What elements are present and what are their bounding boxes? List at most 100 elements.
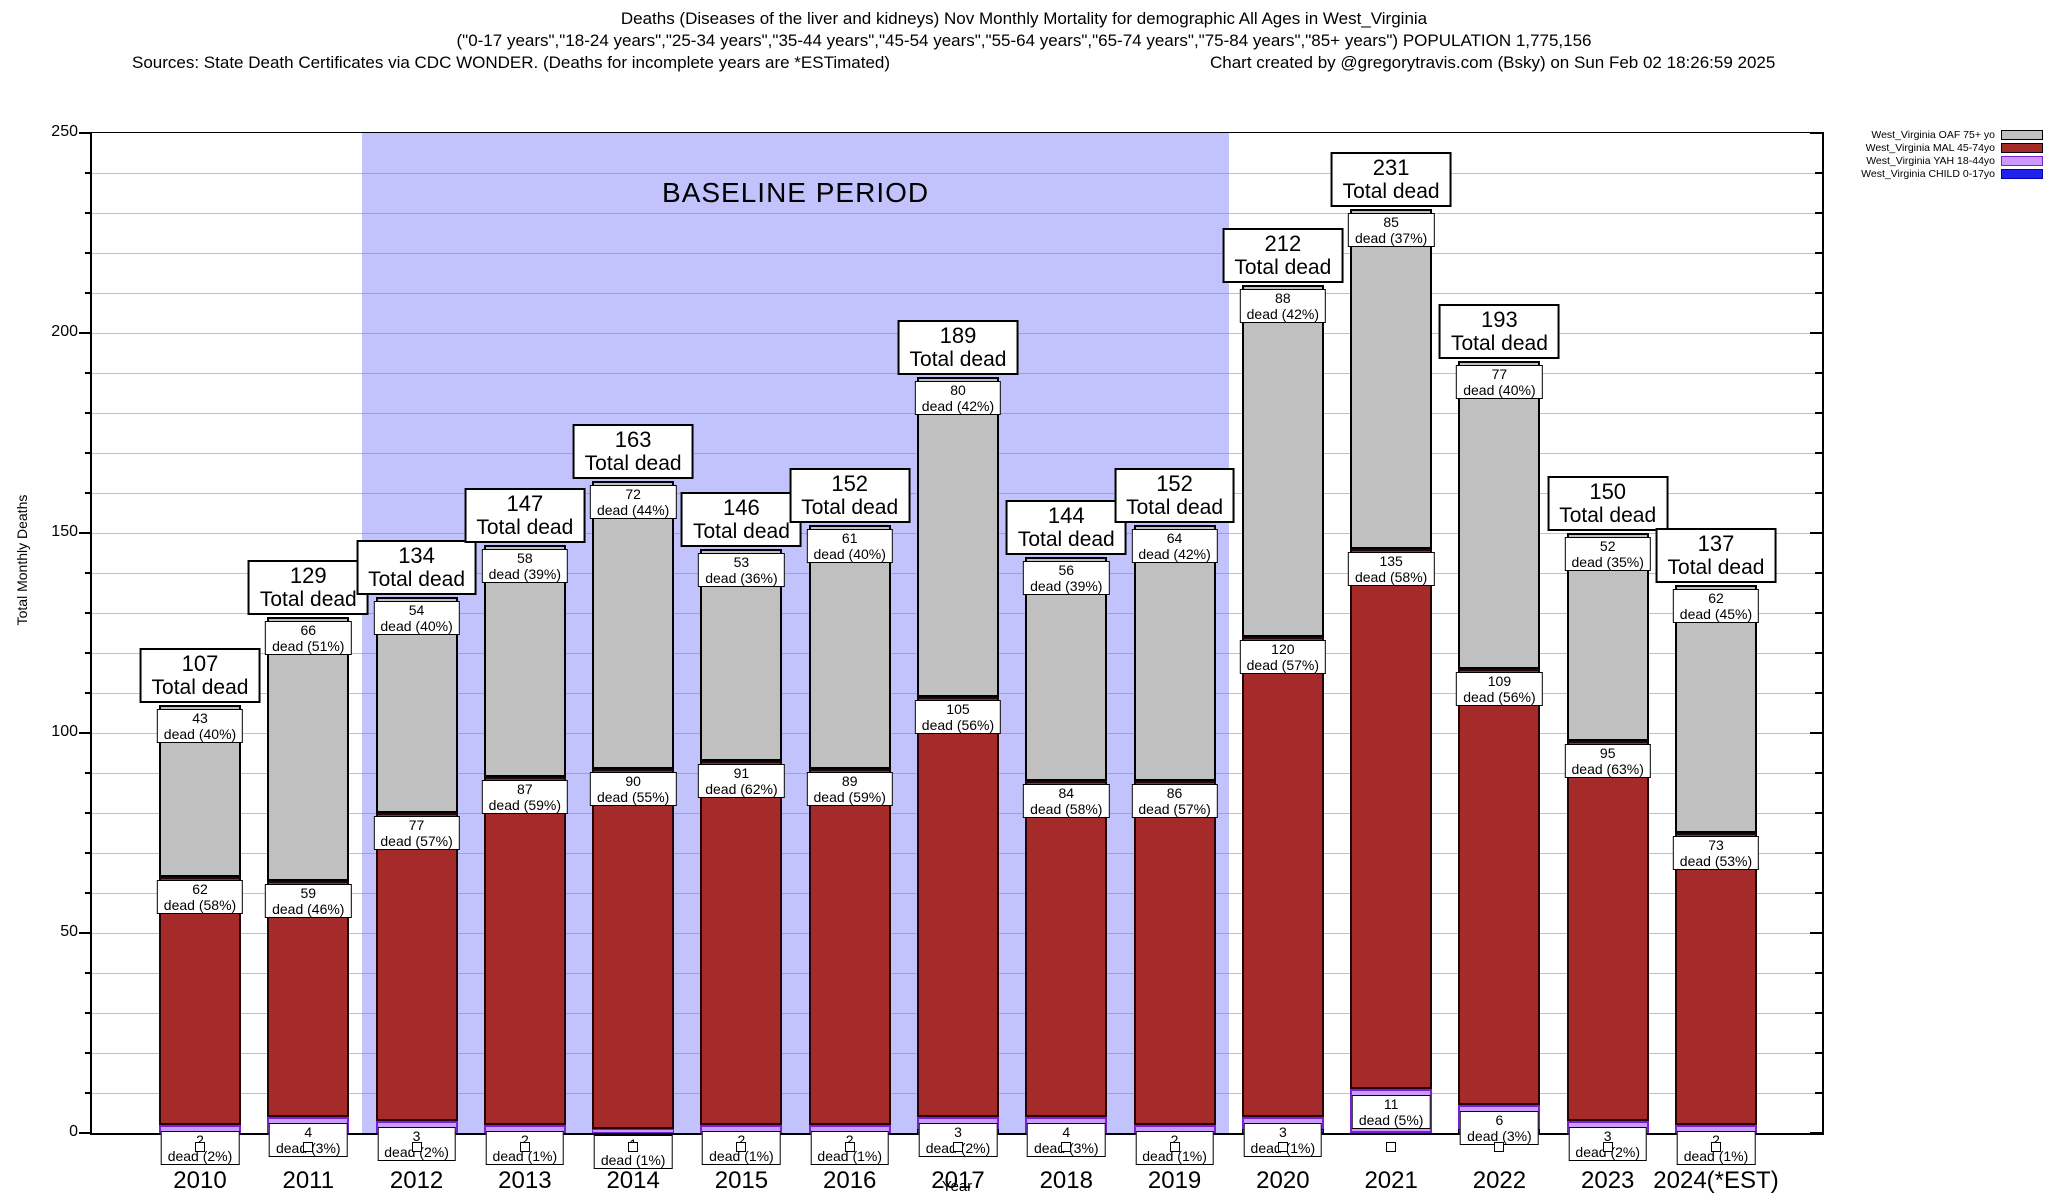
- legend-label-3: West_Virginia CHILD 0-17yo: [1861, 167, 1995, 180]
- marker-square-2023: [1602, 1142, 1613, 1152]
- legend-row-3: West_Virginia CHILD 0-17yo: [1861, 167, 2043, 180]
- total-caption-2013: Total dead: [476, 516, 574, 539]
- oaf-label-2010-pct: dead (40%): [163, 726, 237, 742]
- mal-label-2021-count: 135: [1379, 553, 1403, 569]
- y-tick-right: [1810, 532, 1822, 534]
- oaf-label-2024(*EST)-pct: dead (45%): [1679, 606, 1753, 622]
- total-label-2019: 152 Total dead: [1114, 468, 1236, 523]
- y-axis-line: [90, 132, 92, 1135]
- oaf-label-2019: 64 dead (42%): [1131, 529, 1218, 563]
- oaf-label-2012: 54 dead (40%): [373, 601, 460, 635]
- mal-label-2014: 90 dead (55%): [589, 772, 677, 806]
- legend-swatch-1: [2001, 142, 2043, 153]
- y-tick-right: [1810, 132, 1822, 134]
- oaf-label-2014-count: 72: [625, 486, 641, 502]
- oaf-label-2022-count: 77: [1491, 366, 1508, 382]
- oaf-label-2015-pct: dead (36%): [705, 570, 778, 586]
- oaf-label-2021-pct: dead (37%): [1354, 230, 1428, 246]
- oaf-label-2013-pct: dead (39%): [488, 566, 562, 582]
- mal-label-2016: 89 dead (59%): [806, 772, 893, 806]
- mal-label-2023-count: 95: [1599, 745, 1616, 761]
- baseline-label: BASELINE PERIOD: [662, 177, 930, 208]
- chart-source-note: Sources: State Death Certificates via CD…: [132, 53, 891, 72]
- total-caption-2020: Total dead: [1234, 256, 1332, 279]
- total-label-2018: 144 Total dead: [1005, 500, 1127, 555]
- y-tick-right: [1810, 1132, 1822, 1134]
- oaf-label-2010: 43 dead (40%): [156, 709, 244, 743]
- total-label-2017: 189 Total dead: [897, 320, 1019, 375]
- mal-segment-2023: [1566, 741, 1649, 1121]
- y-tick-right: [1815, 892, 1822, 894]
- oaf-label-2010-count: 43: [192, 710, 208, 726]
- oaf-label-2022: 77 dead (40%): [1456, 365, 1543, 399]
- y-tick-left: [85, 492, 90, 494]
- marker-square-2019: [1169, 1142, 1180, 1152]
- oaf-segment-2019: [1133, 525, 1216, 781]
- y-tick-left: [79, 332, 90, 334]
- y-tick-left: [85, 212, 90, 214]
- yah-label-2024(*EST)-count: 2: [1712, 1132, 1720, 1148]
- marker-square-2012: [411, 1142, 422, 1152]
- y-tick-left: [85, 1052, 90, 1054]
- y-tick-right: [1815, 372, 1822, 374]
- total-count-2018: 144: [1047, 503, 1085, 528]
- y-tick-right: [1815, 172, 1822, 174]
- total-caption-2022: Total dead: [1450, 332, 1548, 355]
- oaf-label-2021: 85 dead (37%): [1347, 213, 1435, 247]
- oaf-label-2016-count: 61: [841, 530, 858, 546]
- yah-label-2012-pct: dead (2%): [384, 1144, 449, 1160]
- oaf-label-2018-pct: dead (39%): [1030, 578, 1103, 594]
- total-count-2022: 193: [1481, 307, 1518, 332]
- x-tick-label-2014: 2014: [606, 1167, 660, 1194]
- x-tick-label-2023: 2023: [1581, 1167, 1635, 1194]
- mal-label-2020: 120 dead (57%): [1239, 640, 1327, 674]
- mal-label-2015-pct: dead (62%): [705, 781, 778, 797]
- mal-label-2024(*EST): 73 dead (53%): [1672, 836, 1760, 870]
- y-tick-label-0: 0: [69, 1123, 78, 1140]
- mal-label-2016-count: 89: [841, 773, 858, 789]
- mal-segment-2018: [1025, 781, 1108, 1117]
- yah-label-2012-count: 3: [412, 1128, 421, 1144]
- mal-label-2013-pct: dead (59%): [488, 797, 562, 813]
- mal-label-2010: 62 dead (58%): [156, 880, 244, 914]
- oaf-label-2022-pct: dead (40%): [1463, 382, 1536, 398]
- mal-label-2010-pct: dead (58%): [163, 897, 237, 913]
- mal-segment-2017: [916, 697, 999, 1117]
- y-tick-right: [1815, 972, 1822, 974]
- total-label-2013: 147 Total dead: [464, 488, 586, 543]
- legend-swatch-2: [2001, 155, 2043, 166]
- total-count-2016: 152: [831, 471, 869, 496]
- y-tick-left: [85, 292, 90, 294]
- x-tick-label-2018: 2018: [1039, 1167, 1093, 1194]
- oaf-label-2023-count: 52: [1599, 538, 1616, 554]
- yah-label-2016-count: 2: [845, 1132, 854, 1148]
- total-caption-2014: Total dead: [584, 452, 682, 475]
- oaf-segment-2017: [916, 377, 999, 697]
- yah-label-2021-pct: dead (5%): [1358, 1112, 1424, 1128]
- x-tick-label-2012: 2012: [389, 1167, 444, 1194]
- yah-label-2023-count: 3: [1603, 1128, 1612, 1144]
- yah-label-2023-pct: dead (2%): [1575, 1144, 1640, 1160]
- total-count-2014: 163: [614, 427, 652, 452]
- gridline: [92, 253, 1822, 254]
- legend-swatch-3: [2001, 168, 2043, 179]
- mal-label-2020-pct: dead (57%): [1246, 657, 1320, 673]
- marker-square-2016: [844, 1142, 855, 1152]
- y-tick-right: [1810, 932, 1822, 934]
- y-tick-right: [1815, 412, 1822, 414]
- legend-row-1: West_Virginia MAL 45-74yo: [1861, 141, 2043, 154]
- y-tick-label-50: 50: [60, 923, 78, 940]
- marker-square-2017: [952, 1142, 963, 1152]
- y-tick-label-150: 150: [51, 523, 78, 540]
- mal-segment-2021: [1350, 549, 1433, 1089]
- x-tick-label-2015: 2015: [714, 1167, 769, 1194]
- x-tick-label-2010: 2010: [173, 1167, 227, 1194]
- x-tick-label-2022: 2022: [1472, 1167, 1527, 1194]
- yah-label-2017-count: 3: [954, 1124, 962, 1140]
- yah-label-2022-count: 6: [1495, 1112, 1504, 1128]
- oaf-label-2017-pct: dead (42%): [921, 398, 995, 414]
- y-tick-right: [1815, 612, 1822, 614]
- yah-segment-2014: [592, 1129, 675, 1133]
- y-tick-right: [1815, 212, 1822, 214]
